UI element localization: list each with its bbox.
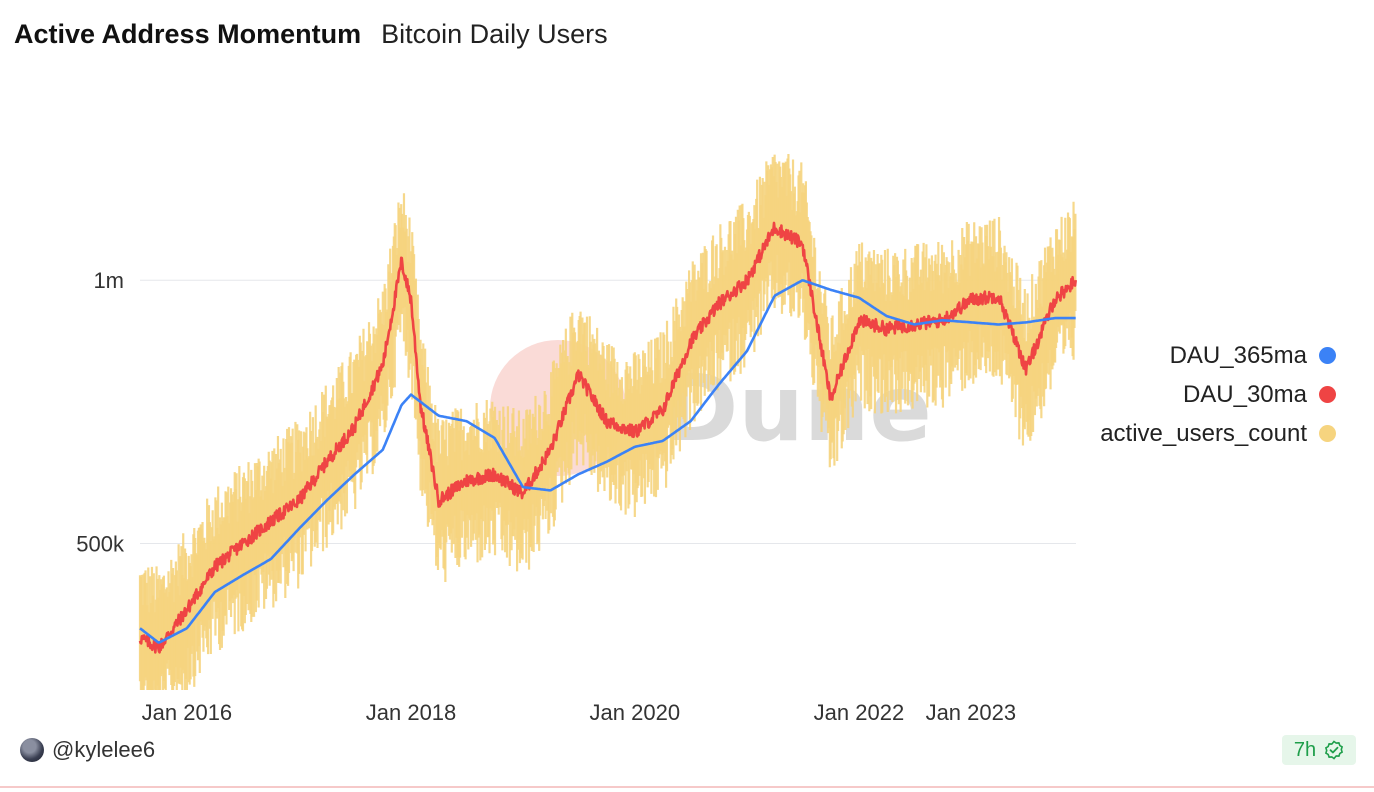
legend-label: DAU_365ma	[1169, 341, 1307, 369]
chart-subtitle: Bitcoin Daily Users	[381, 18, 608, 49]
series-dau-365ma	[139, 279, 1076, 644]
chart-header: Active Address Momentum Bitcoin Daily Us…	[14, 16, 608, 52]
series-dau-30ma	[138, 221, 1077, 654]
freshness-badge[interactable]: 7h	[1282, 735, 1356, 765]
bottom-divider	[0, 786, 1374, 788]
avatar	[20, 738, 44, 762]
x-tick-label: Jan 2018	[366, 700, 457, 725]
legend-item-active-users[interactable]: active_users_count	[1090, 414, 1336, 453]
y-tick-label: 500k	[76, 532, 125, 557]
dau-365ma-line	[139, 279, 1076, 644]
legend-dot-blue	[1319, 347, 1336, 364]
legend-label: active_users_count	[1100, 419, 1307, 447]
legend-label: DAU_30ma	[1182, 380, 1307, 408]
username: @kylelee6	[52, 737, 156, 762]
legend-dot-yellow	[1319, 425, 1336, 442]
dau-30ma-line	[138, 221, 1077, 654]
y-tick-label: 1m	[93, 268, 124, 293]
x-tick-label: Jan 2016	[142, 700, 233, 725]
x-axis: Jan 2016 Jan 2018 Jan 2020 Jan 2022 Jan 2023	[142, 700, 1016, 725]
verified-check-icon	[1325, 740, 1344, 760]
author-link[interactable]: @kylelee6	[20, 737, 155, 763]
x-tick-label: Jan 2023	[926, 700, 1017, 725]
legend-item-dau-365ma[interactable]: DAU_365ma	[1090, 336, 1336, 375]
legend-dot-red	[1319, 386, 1336, 403]
chart-legend: DAU_365ma DAU_30ma active_users_count	[1090, 336, 1336, 453]
chart-title: Active Address Momentum	[14, 18, 362, 49]
age-text: 7h	[1293, 738, 1317, 761]
x-tick-label: Jan 2020	[590, 700, 681, 725]
x-tick-label: Jan 2022	[814, 700, 905, 725]
legend-item-dau-30ma[interactable]: DAU_30ma	[1090, 375, 1336, 414]
y-axis: 500k 1m	[76, 268, 125, 556]
